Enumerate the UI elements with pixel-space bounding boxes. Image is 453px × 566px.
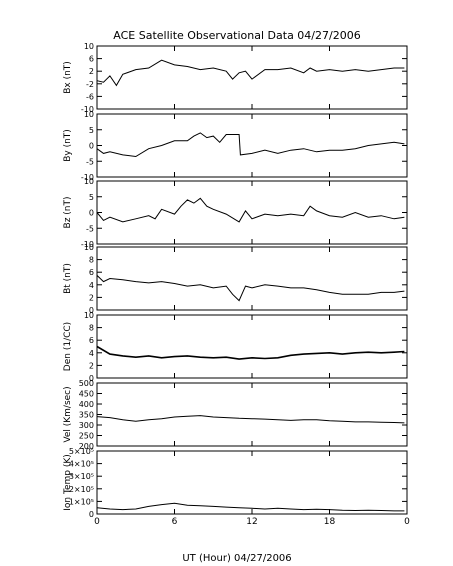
y-axis-label: Bt (nT) xyxy=(63,263,73,294)
y-tick-label: 0 xyxy=(89,209,94,218)
y-tick-label: 8 xyxy=(89,256,94,265)
y-tick-label: -5 xyxy=(86,157,94,166)
y-tick-label: -10 xyxy=(81,105,94,114)
y-tick-label: 350 xyxy=(79,411,94,420)
y-tick-label: 5×10⁵ xyxy=(69,447,94,456)
y-tick-label: 2 xyxy=(89,67,94,76)
y-tick-label: 4×10⁵ xyxy=(69,460,94,469)
panel-frame xyxy=(96,314,408,379)
y-axis-label: Bx (nT) xyxy=(63,61,73,94)
x-tick-label: 12 xyxy=(246,517,257,527)
y-tick-label: 6 xyxy=(89,336,94,345)
y-tick-label: 3×10⁵ xyxy=(69,472,94,481)
x-axis-label: UT (Hour) 04/27/2006 xyxy=(182,553,291,564)
y-tick-label: 10 xyxy=(84,42,94,51)
series-line xyxy=(96,345,405,360)
panel-frame xyxy=(96,113,408,178)
y-tick-label: 6 xyxy=(89,268,94,277)
y-tick-label: 250 xyxy=(79,432,94,441)
y-tick-label: 4 xyxy=(89,281,94,290)
series-line xyxy=(96,502,405,512)
y-tick-label: 5 xyxy=(89,193,94,202)
y-tick-label: 0 xyxy=(89,510,94,519)
y-tick-label: 10 xyxy=(84,177,94,186)
y-tick-label: 2 xyxy=(89,293,94,302)
series-line xyxy=(96,275,405,302)
panel-frame xyxy=(96,382,408,447)
y-tick-label: 10 xyxy=(84,311,94,320)
x-tick-label: 18 xyxy=(324,517,336,527)
y-axis-label: Vel (Km/sec) xyxy=(63,386,73,442)
x-tick-label: 0 xyxy=(404,517,410,527)
y-tick-label: -6 xyxy=(86,92,94,101)
series-line xyxy=(96,132,405,158)
y-tick-label: -5 xyxy=(86,224,94,233)
y-tick-label: -2 xyxy=(86,80,94,89)
y-tick-label: 0 xyxy=(89,374,94,383)
x-tick-label: 0 xyxy=(94,517,100,527)
panel-frame xyxy=(96,45,408,110)
y-tick-label: 2 xyxy=(89,361,94,370)
y-tick-label: 200 xyxy=(79,442,94,451)
y-tick-label: 5 xyxy=(89,126,94,135)
y-tick-label: 1×10⁵ xyxy=(69,497,94,506)
y-tick-label: 2×10⁵ xyxy=(69,485,94,494)
y-tick-label: 10 xyxy=(84,243,94,252)
y-axis-label: Ion Temp (K) xyxy=(63,454,73,511)
panel-frame xyxy=(96,450,408,515)
y-tick-label: 400 xyxy=(79,400,94,409)
y-tick-label: 450 xyxy=(79,390,94,399)
x-tick-label: 6 xyxy=(172,517,178,527)
y-tick-label: 4 xyxy=(89,349,94,358)
y-axis-label: Bz (nT) xyxy=(63,197,73,229)
y-tick-label: 6 xyxy=(89,55,94,64)
panel-frame xyxy=(96,180,408,245)
y-tick-label: 300 xyxy=(79,421,94,430)
y-tick-label: 500 xyxy=(79,379,94,388)
y-axis-label: Den (1/CC) xyxy=(63,322,73,371)
y-tick-label: -10 xyxy=(81,173,94,182)
chart-title: ACE Satellite Observational Data 04/27/2… xyxy=(113,29,360,42)
y-tick-label: -10 xyxy=(81,240,94,249)
panel-frame xyxy=(96,246,408,311)
y-tick-label: 8 xyxy=(89,324,94,333)
series-line xyxy=(96,415,405,424)
series-line xyxy=(96,197,405,223)
y-tick-label: 0 xyxy=(89,306,94,315)
y-tick-label: 0 xyxy=(89,142,94,151)
series-line xyxy=(96,59,405,87)
y-axis-label: By (nT) xyxy=(63,129,73,162)
y-tick-label: 10 xyxy=(84,110,94,119)
